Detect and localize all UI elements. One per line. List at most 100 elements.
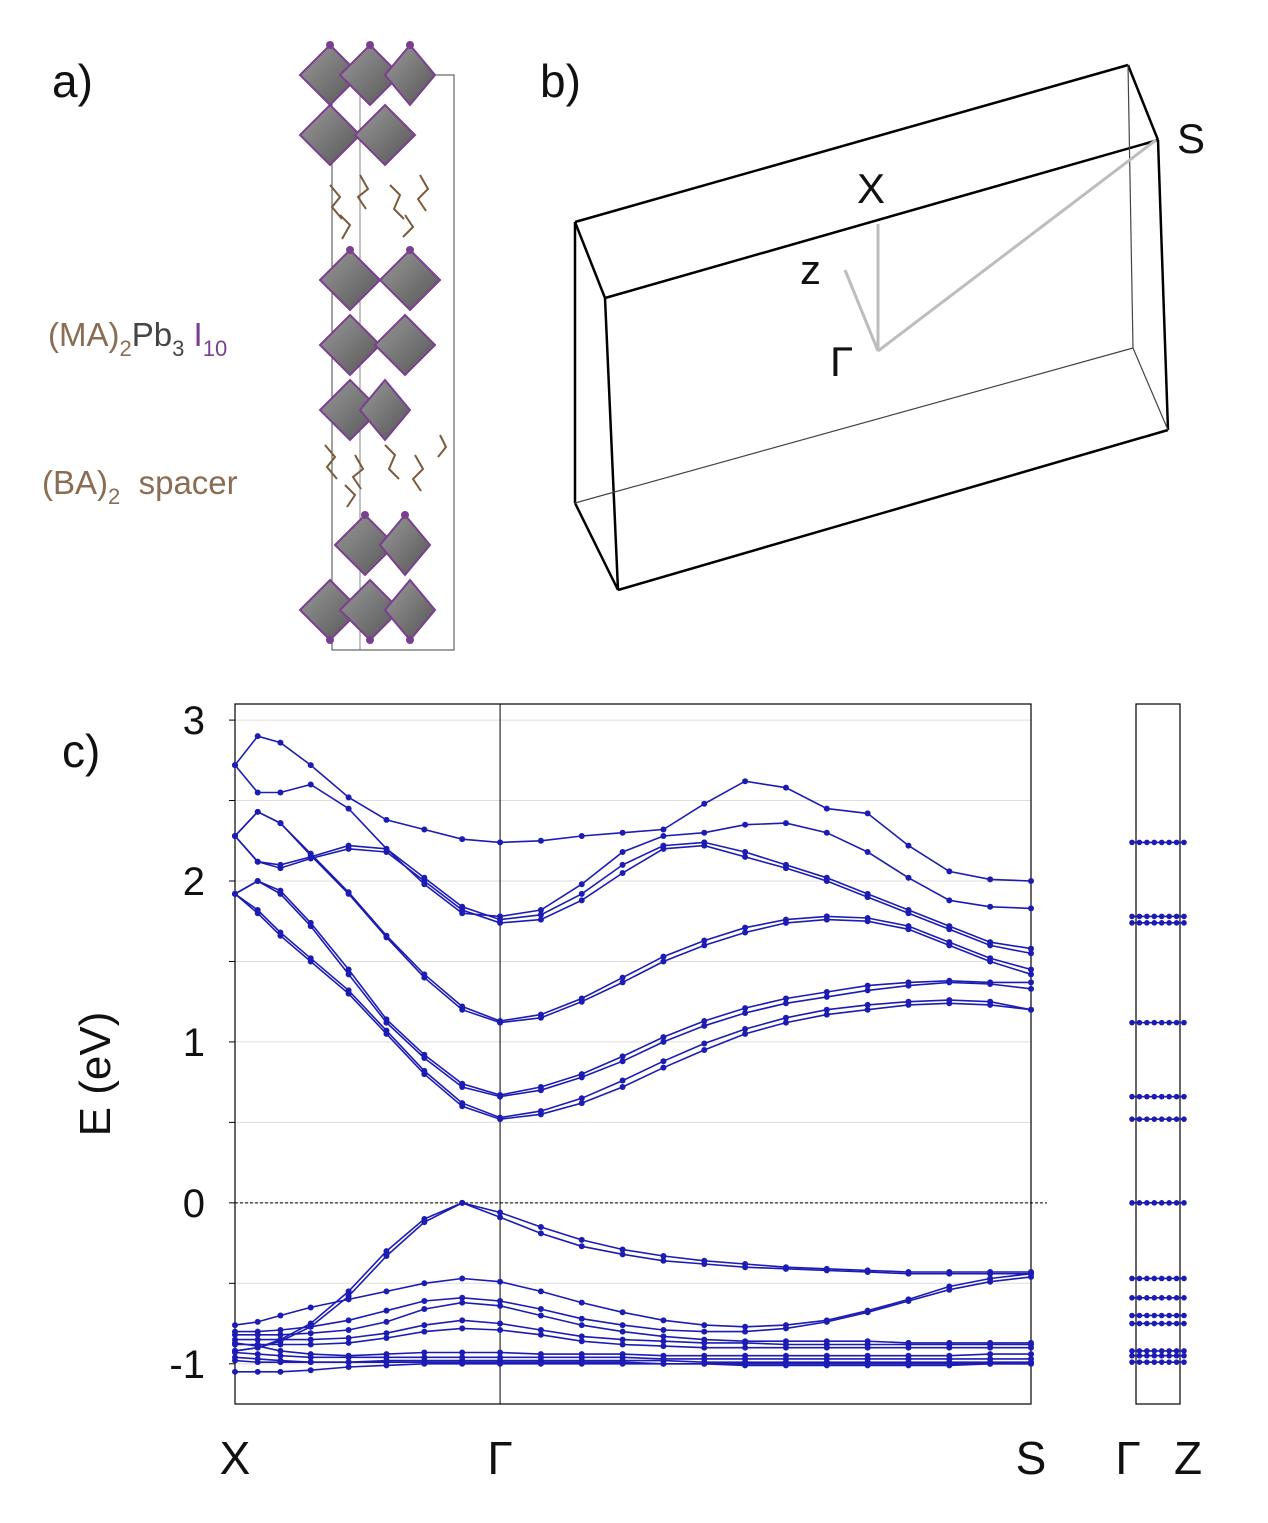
band-point	[578, 832, 585, 839]
gz-band-point	[1173, 1019, 1180, 1026]
band-point	[660, 958, 667, 965]
gz-band-point	[1158, 1200, 1165, 1206]
band-point	[537, 1011, 544, 1018]
band-point	[660, 1038, 667, 1045]
band-point	[537, 1230, 544, 1237]
band-point	[497, 1360, 504, 1367]
band-point	[459, 1299, 466, 1306]
band-point	[701, 1022, 708, 1029]
band-point	[823, 913, 830, 920]
band-point	[497, 1209, 504, 1216]
band-point	[742, 849, 749, 856]
point-s-label: S	[1177, 115, 1205, 162]
y-tick-label: -1	[169, 1343, 205, 1387]
band-point	[823, 1011, 830, 1018]
gz-band-point	[1151, 920, 1158, 926]
band-point	[864, 1309, 871, 1316]
band-point	[1028, 905, 1034, 912]
gz-band-point	[1181, 1019, 1187, 1026]
band-point	[578, 1299, 585, 1306]
band-point	[619, 1328, 626, 1335]
gz-band-point	[1136, 1312, 1143, 1319]
gz-band-point	[1151, 1352, 1158, 1359]
band-point	[421, 1360, 428, 1367]
band-point	[742, 924, 749, 931]
band-line-vb5	[235, 1301, 1031, 1344]
band-point	[864, 915, 871, 922]
band-point	[619, 861, 626, 868]
band-point	[497, 839, 504, 846]
band-point	[946, 923, 953, 930]
gz-band-point	[1166, 1200, 1172, 1206]
band-point	[701, 1040, 708, 1047]
band-line-cb5	[234, 810, 1032, 1024]
band-line-vb8	[234, 1342, 1031, 1357]
gz-band-point	[1181, 1348, 1187, 1354]
gz-band-point	[1144, 1019, 1150, 1026]
band-point	[742, 1030, 749, 1037]
band-point	[864, 810, 871, 817]
gz-band-point	[1158, 839, 1165, 846]
band-point	[987, 876, 994, 883]
band-point	[537, 1331, 544, 1338]
band-point	[232, 1322, 238, 1329]
band-point	[578, 890, 585, 897]
band-point	[1028, 971, 1034, 978]
band-point	[782, 1344, 789, 1351]
band-point	[864, 987, 871, 994]
band-point	[537, 916, 544, 923]
gz-band-point	[1151, 1019, 1158, 1026]
band-point	[905, 842, 912, 849]
band-point	[421, 1051, 428, 1058]
band-point	[254, 789, 261, 796]
band-point	[946, 977, 953, 984]
band-point	[307, 1323, 314, 1330]
band-point	[660, 1252, 667, 1259]
band-point	[905, 906, 912, 913]
band-point	[782, 1362, 789, 1369]
band-point	[946, 1286, 953, 1293]
band-point	[345, 1339, 352, 1346]
band-point	[537, 1312, 544, 1319]
band-line-vb12	[235, 1362, 1031, 1373]
band-line-vb2	[234, 1202, 1031, 1352]
gz-band-point	[1129, 1352, 1135, 1359]
band-point	[254, 733, 261, 740]
gz-band-point	[1144, 1312, 1150, 1319]
band-point	[578, 1333, 585, 1340]
gz-band-point	[1158, 1320, 1165, 1327]
band-point	[307, 919, 314, 926]
band-point	[277, 820, 284, 827]
spacer-label: (BA)2 spacer	[42, 466, 238, 508]
band-point	[701, 942, 708, 949]
gz-band-point	[1144, 1200, 1150, 1206]
band-point	[619, 1077, 626, 1084]
band-line-cb7	[234, 835, 1032, 955]
band-point	[307, 1341, 314, 1348]
band-point	[905, 979, 912, 986]
band-point	[782, 916, 789, 923]
band-point	[1028, 966, 1034, 973]
band-point	[578, 1315, 585, 1322]
band-point	[660, 1333, 667, 1340]
gz-band-point	[1151, 1348, 1158, 1354]
band-point	[1028, 950, 1034, 957]
gz-band-point	[1181, 1093, 1187, 1100]
band-point	[619, 1309, 626, 1316]
gz-band-point	[1166, 839, 1172, 846]
point-gamma-label: Γ	[830, 338, 853, 385]
band-line-cb10	[234, 735, 1032, 882]
band-point	[307, 1367, 314, 1374]
gz-band-point	[1151, 1312, 1158, 1319]
band-point	[232, 1339, 238, 1346]
band-point	[497, 1349, 504, 1356]
band-point	[619, 1336, 626, 1343]
band-point	[254, 808, 261, 815]
gz-band-point	[1181, 1116, 1187, 1122]
band-point	[345, 1354, 352, 1361]
band-point	[307, 853, 314, 860]
gz-band-point	[1173, 1359, 1180, 1365]
band-point	[619, 1053, 626, 1060]
band-point	[905, 1344, 912, 1351]
gz-band-point	[1181, 1275, 1187, 1282]
